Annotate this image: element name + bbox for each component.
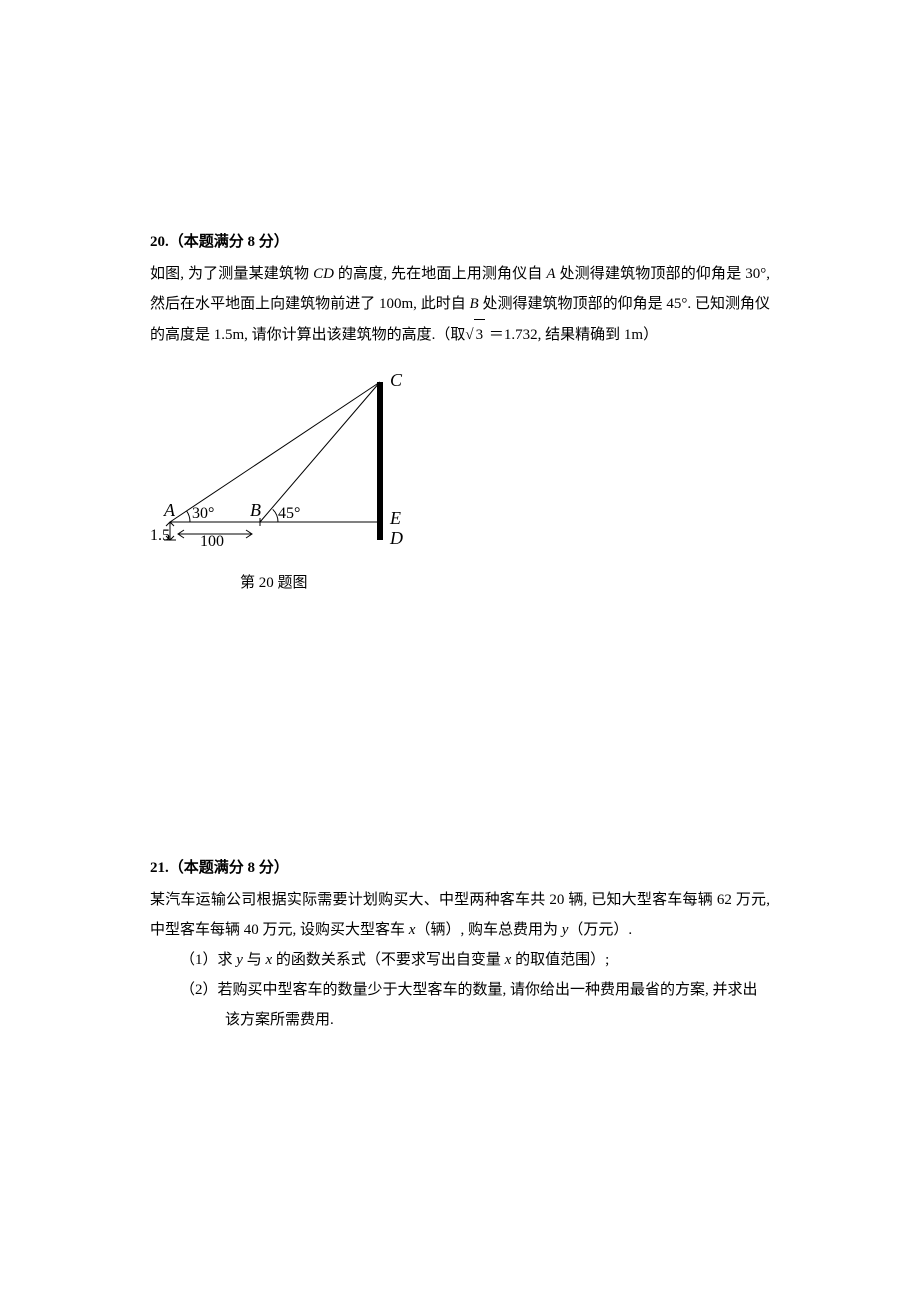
q21-s1a: （1）求 xyxy=(180,952,236,968)
q20-B: B xyxy=(470,296,479,312)
sqrt-icon: √ xyxy=(465,327,473,343)
q21-body: 某汽车运输公司根据实际需要计划购买大、中型两种客车共 20 辆, 已知大型客车每… xyxy=(150,885,770,945)
q21-sublist: （1）求 y 与 x 的函数关系式（不要求写出自变量 x 的取值范围）; （2）… xyxy=(180,945,770,1035)
q20-cd: CD xyxy=(313,266,334,282)
label-E: E xyxy=(389,508,401,528)
label-45: 45° xyxy=(278,505,300,522)
q20-A: A xyxy=(546,266,555,282)
q20-t1: 如图, 为了测量某建筑物 xyxy=(150,266,313,282)
label-A: A xyxy=(163,500,176,520)
q21-s1d: 的取值范围）; xyxy=(511,952,609,968)
q20-body: 如图, 为了测量某建筑物 CD 的高度, 先在地面上用测角仪自 A 处测得建筑物… xyxy=(150,259,770,350)
q20-sqrt: 3 xyxy=(474,319,486,350)
label-30: 30° xyxy=(192,505,214,522)
arc-A-icon xyxy=(187,511,190,522)
q20-figure: A B C D E 30° 45° 1.5 100 第 20 题图 xyxy=(150,362,770,592)
label-C: C xyxy=(390,370,403,390)
label-100: 100 xyxy=(200,533,224,550)
question-20: 20.（本题满分 8 分） 如图, 为了测量某建筑物 CD 的高度, 先在地面上… xyxy=(150,230,770,592)
q21-y2: y xyxy=(236,952,243,968)
q20-t2: 的高度, 先在地面上用测角仪自 xyxy=(334,266,546,282)
label-1-5: 1.5 xyxy=(150,527,170,544)
q20-t5: ＝1.732, 结果精确到 1m） xyxy=(485,327,658,343)
q21-s1c: 的函数关系式（不要求写出自变量 xyxy=(272,952,505,968)
question-21: 21.（本题满分 8 分） 某汽车运输公司根据实际需要计划购买大、中型两种客车共… xyxy=(150,856,770,1035)
q21-header: 21.（本题满分 8 分） xyxy=(150,856,770,877)
q21-t2: （辆）, 购车总费用为 xyxy=(415,922,561,938)
q21-t3: （万元）. xyxy=(568,922,632,938)
label-B: B xyxy=(250,500,261,520)
label-D: D xyxy=(389,528,403,548)
spacer xyxy=(150,596,770,856)
q21-sub1: （1）求 y 与 x 的函数关系式（不要求写出自变量 x 的取值范围）; xyxy=(180,945,770,975)
line-AC xyxy=(170,382,380,522)
q20-fig-caption: 第 20 题图 xyxy=(240,571,770,592)
q21-sub2: （2）若购买中型客车的数量少于大型客车的数量, 请你给出一种费用最省的方案, 并… xyxy=(180,975,770,1035)
q20-header: 20.（本题满分 8 分） xyxy=(150,230,770,251)
q21-s1b: 与 xyxy=(243,952,266,968)
line-BC xyxy=(260,382,380,522)
q20-svg: A B C D E 30° 45° 1.5 100 xyxy=(150,362,430,562)
